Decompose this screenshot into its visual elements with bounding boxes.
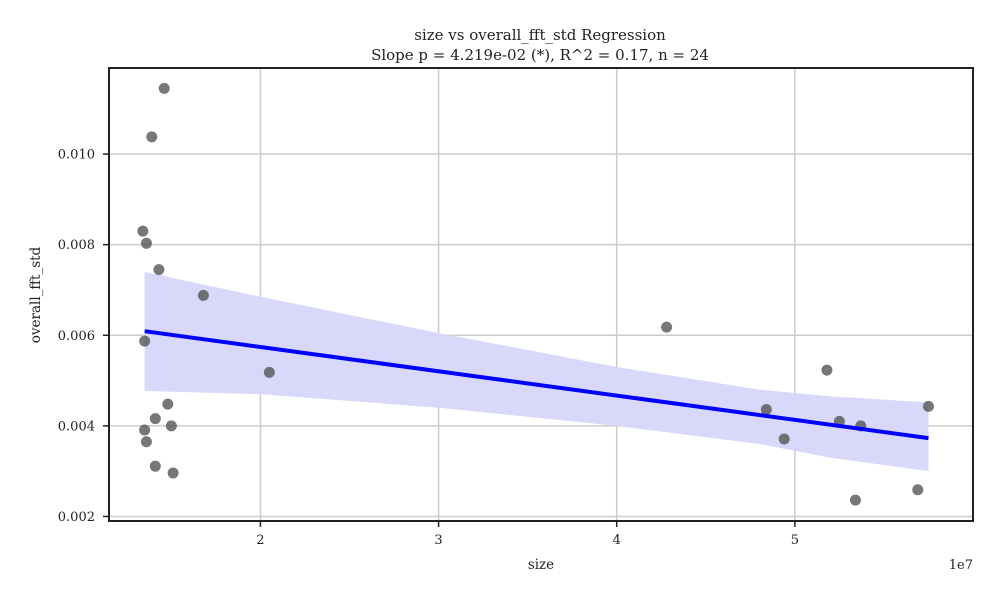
regression-line xyxy=(144,329,929,441)
scatter-point xyxy=(263,366,275,378)
scatter-point xyxy=(661,321,673,333)
x-tick-label: 2 xyxy=(256,533,264,548)
chart-title-line1: size vs overall_fft_std Regression xyxy=(414,26,666,44)
chart-title-line2: Slope p = 4.219e-02 (*), R^2 = 0.17, n =… xyxy=(371,46,709,64)
scatter-point xyxy=(760,404,772,416)
scatter-point xyxy=(167,467,179,479)
y-axis-ticks: 0.002 0.004 0.006 0.008 0.010 xyxy=(58,148,109,525)
scatter-point xyxy=(139,424,151,436)
regression-line-layer xyxy=(144,329,929,441)
scatter-point xyxy=(821,364,833,376)
scatter-point xyxy=(149,413,161,425)
x-tick-label: 4 xyxy=(613,533,621,548)
x-tick-label: 5 xyxy=(791,533,799,548)
scatter-point xyxy=(140,436,152,448)
data-points xyxy=(137,82,934,506)
y-tick-label: 0.004 xyxy=(58,419,95,434)
scatter-point xyxy=(912,484,924,496)
scatter-point xyxy=(922,400,934,412)
scatter-point xyxy=(149,460,161,472)
y-tick-label: 0.010 xyxy=(58,148,95,163)
scatter-point xyxy=(162,398,174,410)
scatter-point xyxy=(137,225,149,237)
scatter-point xyxy=(140,237,152,249)
scatter-point xyxy=(153,264,165,276)
scatter-point xyxy=(849,494,861,506)
confidence-band xyxy=(144,271,929,472)
x-axis-ticks: 2 3 4 5 xyxy=(256,521,799,548)
scatter-point xyxy=(146,131,158,143)
scatter-point xyxy=(778,433,790,445)
y-tick-label: 0.006 xyxy=(58,329,95,344)
chart-title: size vs overall_fft_std Regression Slope… xyxy=(371,26,709,64)
plot-area-frame xyxy=(108,67,974,522)
scatter-point xyxy=(165,420,177,432)
x-axis-offset-label: 1e7 xyxy=(949,558,973,573)
y-tick-label: 0.002 xyxy=(58,510,95,525)
x-axis-label: size xyxy=(528,557,554,573)
confidence-band-layer xyxy=(144,271,929,472)
scatter-point xyxy=(197,289,209,301)
y-tick-label: 0.008 xyxy=(58,238,95,253)
y-axis-label: overall_fft_std xyxy=(28,246,44,343)
scatter-point xyxy=(158,82,170,94)
x-tick-label: 3 xyxy=(434,533,442,548)
scatter-point xyxy=(139,335,151,347)
